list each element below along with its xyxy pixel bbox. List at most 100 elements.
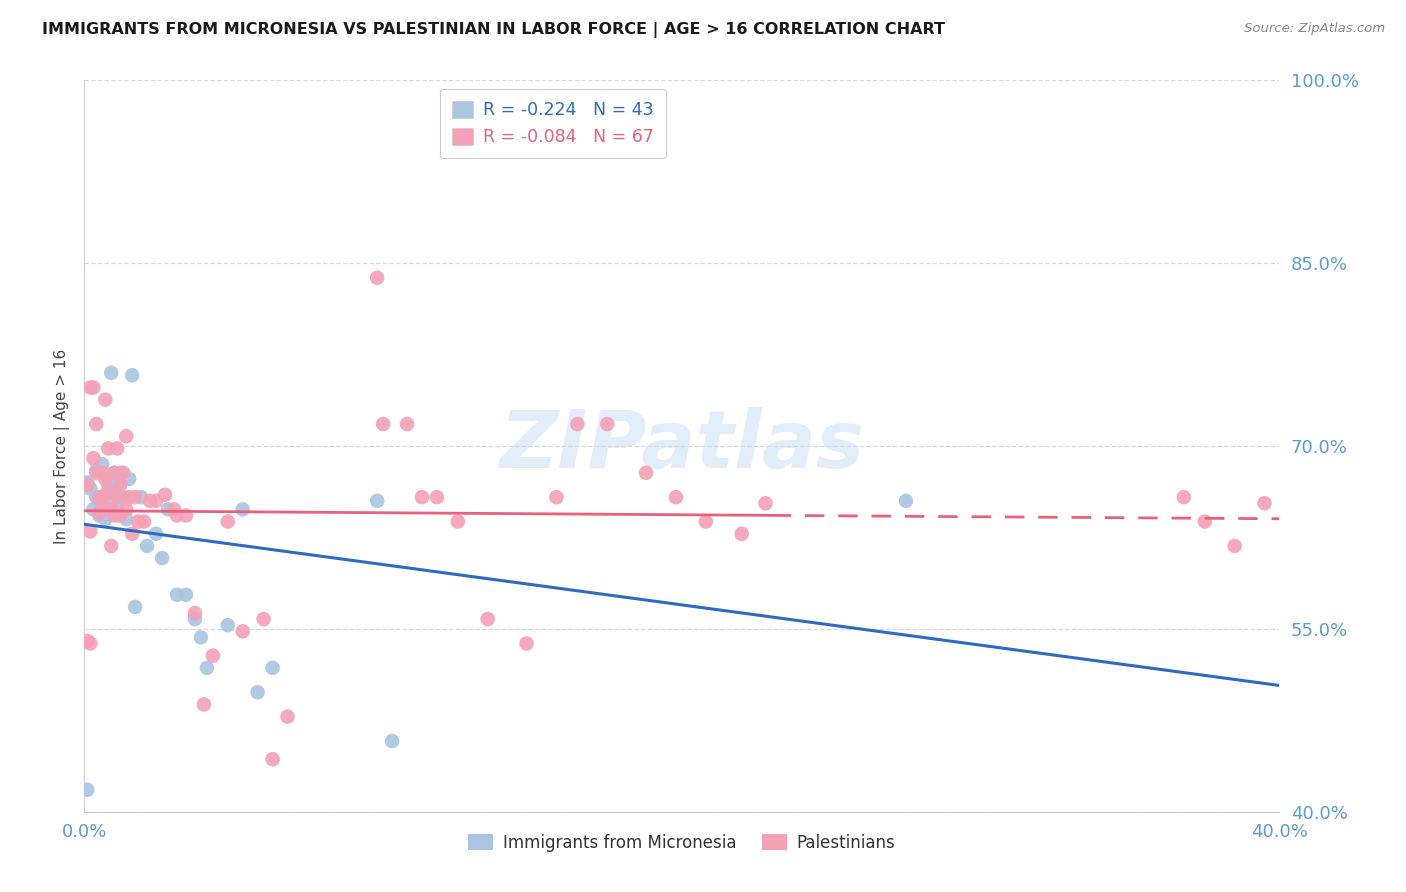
- Point: [1223, 539, 1246, 553]
- Point: [695, 515, 717, 529]
- Point: [163, 502, 186, 516]
- Point: [103, 508, 125, 523]
- Point: [145, 493, 167, 508]
- Point: [100, 366, 122, 380]
- Point: [97, 442, 120, 456]
- Point: [132, 515, 156, 529]
- Point: [94, 488, 117, 502]
- Point: [110, 478, 132, 492]
- Point: [366, 270, 388, 285]
- Point: [86, 490, 108, 504]
- Point: [91, 466, 114, 480]
- Point: [82, 380, 104, 394]
- Point: [110, 466, 132, 480]
- Point: [447, 515, 470, 529]
- Point: [76, 478, 98, 492]
- Point: [894, 493, 917, 508]
- Point: [366, 493, 388, 508]
- Point: [100, 502, 122, 516]
- Point: [103, 490, 125, 504]
- Point: [381, 734, 404, 748]
- Point: [82, 502, 104, 516]
- Point: [145, 526, 167, 541]
- Point: [115, 429, 138, 443]
- Point: [373, 417, 395, 431]
- Point: [100, 539, 122, 553]
- Point: [157, 502, 180, 516]
- Point: [97, 484, 120, 499]
- Point: [115, 512, 138, 526]
- Point: [79, 380, 101, 394]
- Point: [105, 502, 128, 516]
- Point: [112, 466, 135, 480]
- Text: ZIPatlas: ZIPatlas: [499, 407, 865, 485]
- Point: [253, 612, 276, 626]
- Point: [546, 490, 568, 504]
- Point: [262, 661, 284, 675]
- Point: [110, 508, 132, 523]
- Point: [79, 482, 101, 496]
- Point: [150, 551, 173, 566]
- Point: [97, 478, 120, 492]
- Point: [124, 490, 146, 504]
- Point: [636, 466, 658, 480]
- Point: [86, 463, 108, 477]
- Point: [139, 493, 162, 508]
- Point: [76, 782, 98, 797]
- Point: [166, 588, 188, 602]
- Point: [105, 478, 128, 492]
- Point: [105, 442, 128, 456]
- Point: [1253, 496, 1275, 510]
- Y-axis label: In Labor Force | Age > 16: In Labor Force | Age > 16: [55, 349, 70, 543]
- Point: [91, 457, 114, 471]
- Point: [91, 493, 114, 508]
- Point: [76, 475, 98, 490]
- Point: [115, 502, 138, 516]
- Text: IMMIGRANTS FROM MICRONESIA VS PALESTINIAN IN LABOR FORCE | AGE > 16 CORRELATION : IMMIGRANTS FROM MICRONESIA VS PALESTINIA…: [42, 22, 945, 38]
- Point: [79, 524, 101, 539]
- Point: [94, 472, 117, 486]
- Point: [184, 612, 207, 626]
- Point: [596, 417, 619, 431]
- Point: [89, 490, 111, 504]
- Point: [232, 502, 254, 516]
- Point: [731, 526, 754, 541]
- Point: [201, 648, 224, 663]
- Point: [79, 636, 101, 650]
- Point: [97, 508, 120, 523]
- Point: [411, 490, 433, 504]
- Legend: Immigrants from Micronesia, Palestinians: Immigrants from Micronesia, Palestinians: [461, 827, 903, 858]
- Point: [153, 488, 176, 502]
- Point: [129, 490, 152, 504]
- Point: [105, 490, 128, 504]
- Point: [94, 512, 117, 526]
- Point: [112, 490, 135, 504]
- Point: [396, 417, 419, 431]
- Point: [89, 506, 111, 520]
- Point: [217, 515, 239, 529]
- Point: [184, 606, 207, 620]
- Point: [103, 466, 125, 480]
- Point: [232, 624, 254, 639]
- Point: [516, 636, 538, 650]
- Point: [166, 508, 188, 523]
- Point: [76, 634, 98, 648]
- Text: Source: ZipAtlas.com: Source: ZipAtlas.com: [1244, 22, 1385, 36]
- Point: [100, 502, 122, 516]
- Point: [262, 752, 284, 766]
- Point: [118, 490, 141, 504]
- Point: [665, 490, 688, 504]
- Point: [217, 618, 239, 632]
- Point: [86, 417, 108, 431]
- Point: [755, 496, 778, 510]
- Point: [118, 472, 141, 486]
- Point: [103, 466, 125, 480]
- Point: [277, 709, 299, 723]
- Point: [121, 526, 143, 541]
- Point: [89, 493, 111, 508]
- Point: [426, 490, 449, 504]
- Point: [124, 599, 146, 614]
- Point: [1173, 490, 1195, 504]
- Point: [136, 539, 159, 553]
- Point: [190, 631, 212, 645]
